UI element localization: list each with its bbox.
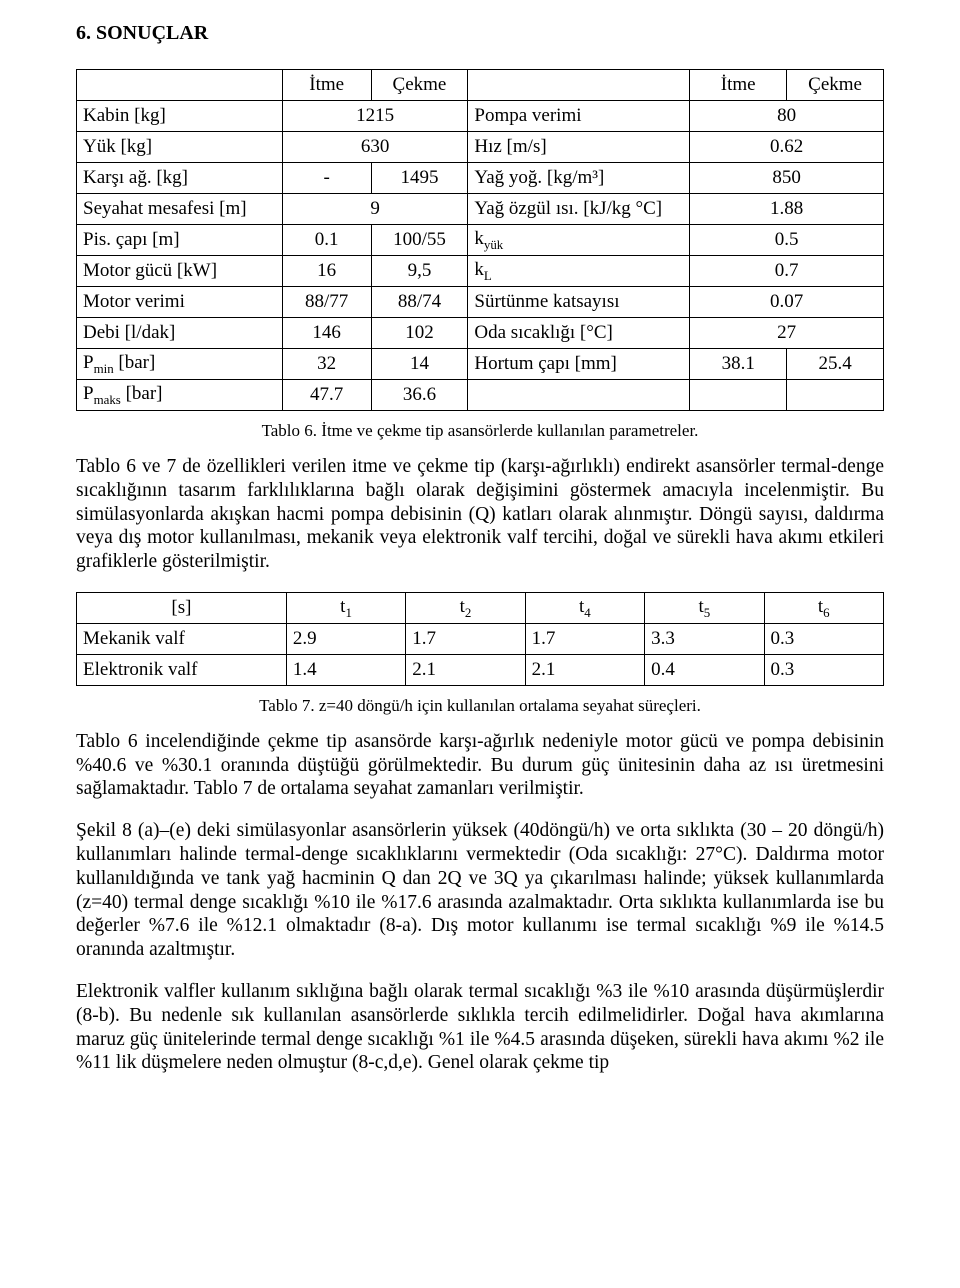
t6-row-label-right: Hız [m/s]: [468, 132, 690, 163]
table-6-caption: Tablo 6. İtme ve çekme tip asansörlerde …: [76, 421, 884, 441]
t7-row-label: Elektronik valf: [77, 654, 287, 685]
table-6: İtmeÇekmeİtmeÇekmeKabin [kg]1215Pompa ve…: [76, 69, 884, 411]
t6-cell: 1495: [371, 163, 468, 194]
t7-cell: 1.7: [525, 623, 644, 654]
table-7: [s]t1t2t4t5t6Mekanik valf2.91.71.73.30.3…: [76, 592, 884, 686]
t6-cell: 0.07: [690, 287, 884, 318]
t7-cell: 3.3: [645, 623, 764, 654]
t6-row-label: Kabin [kg]: [77, 101, 283, 132]
t7-cell: 0.3: [764, 654, 883, 685]
t7-row-label: Mekanik valf: [77, 623, 287, 654]
t6-row-label-right: Oda sıcaklığı [°C]: [468, 318, 690, 349]
t7-hdr-col: t5: [645, 592, 764, 623]
t6-row-label: Debi [l/dak]: [77, 318, 283, 349]
t6-cell: 27: [690, 318, 884, 349]
t6-hdr-itme-2: İtme: [690, 70, 787, 101]
t6-cell: 0.7: [690, 256, 884, 287]
t6-cell: 88/77: [282, 287, 371, 318]
t6-row-label-right: Yağ özgül ısı. [kJ/kg °C]: [468, 194, 690, 225]
t6-cell: 0.5: [690, 225, 884, 256]
t6-row-label-right: kyük: [468, 225, 690, 256]
t6-cell: [787, 380, 884, 411]
t6-cell: -: [282, 163, 371, 194]
t6-row-label: Karşı ağ. [kg]: [77, 163, 283, 194]
t6-cell: 146: [282, 318, 371, 349]
t6-row-label-right: Sürtünme katsayısı: [468, 287, 690, 318]
t6-row-label-right: Pompa verimi: [468, 101, 690, 132]
t6-hdr-itme: İtme: [282, 70, 371, 101]
t7-cell: 1.4: [286, 654, 405, 685]
t6-cell: 102: [371, 318, 468, 349]
t7-cell: 2.9: [286, 623, 405, 654]
t6-row-label: Yük [kg]: [77, 132, 283, 163]
t7-hdr-label: [s]: [77, 592, 287, 623]
paragraph-3: Şekil 8 (a)–(e) deki simülasyonlar asans…: [76, 819, 884, 962]
t7-cell: 2.1: [406, 654, 525, 685]
t7-hdr-col: t2: [406, 592, 525, 623]
t6-cell: 850: [690, 163, 884, 194]
t7-hdr-col: t4: [525, 592, 644, 623]
t6-cell: 32: [282, 349, 371, 380]
t6-cell: [690, 380, 787, 411]
t6-hdr-cekme: Çekme: [371, 70, 468, 101]
t7-cell: 1.7: [406, 623, 525, 654]
t6-row-label: Pmin [bar]: [77, 349, 283, 380]
paragraph-4: Elektronik valfler kullanım sıklığına ba…: [76, 980, 884, 1075]
t6-row-label: Pmaks [bar]: [77, 380, 283, 411]
t6-row-label: Motor verimi: [77, 287, 283, 318]
t6-cell: 100/55: [371, 225, 468, 256]
t6-cell: 0.62: [690, 132, 884, 163]
t6-cell: 630: [282, 132, 468, 163]
t6-cell: 9: [282, 194, 468, 225]
t7-hdr-col: t6: [764, 592, 883, 623]
table-7-caption: Tablo 7. z=40 döngü/h için kullanılan or…: [76, 696, 884, 716]
t6-cell: 9,5: [371, 256, 468, 287]
t6-cell: 14: [371, 349, 468, 380]
t6-cell: 36.6: [371, 380, 468, 411]
section-heading: 6. SONUÇLAR: [76, 22, 884, 45]
t6-cell: 80: [690, 101, 884, 132]
t6-cell: 47.7: [282, 380, 371, 411]
t6-cell: 25.4: [787, 349, 884, 380]
t6-cell: 1215: [282, 101, 468, 132]
t6-row-label: Pis. çapı [m]: [77, 225, 283, 256]
t6-cell: 16: [282, 256, 371, 287]
t7-cell: 2.1: [525, 654, 644, 685]
paragraph-2: Tablo 6 incelendiğinde çekme tip asansör…: [76, 730, 884, 801]
t6-cell: 38.1: [690, 349, 787, 380]
t7-hdr-col: t1: [286, 592, 405, 623]
t6-cell: 88/74: [371, 287, 468, 318]
t6-cell: 1.88: [690, 194, 884, 225]
t6-row-label: Seyahat mesafesi [m]: [77, 194, 283, 225]
t6-row-label: Motor gücü [kW]: [77, 256, 283, 287]
t7-cell: 0.4: [645, 654, 764, 685]
t6-row-label-right: Hortum çapı [mm]: [468, 349, 690, 380]
t6-row-label-right: kL: [468, 256, 690, 287]
t6-hdr-cekme-2: Çekme: [787, 70, 884, 101]
t6-row-label-right: [468, 380, 690, 411]
t7-cell: 0.3: [764, 623, 883, 654]
paragraph-1: Tablo 6 ve 7 de özellikleri verilen itme…: [76, 455, 884, 574]
t6-cell: 0.1: [282, 225, 371, 256]
t6-row-label-right: Yağ yoğ. [kg/m³]: [468, 163, 690, 194]
